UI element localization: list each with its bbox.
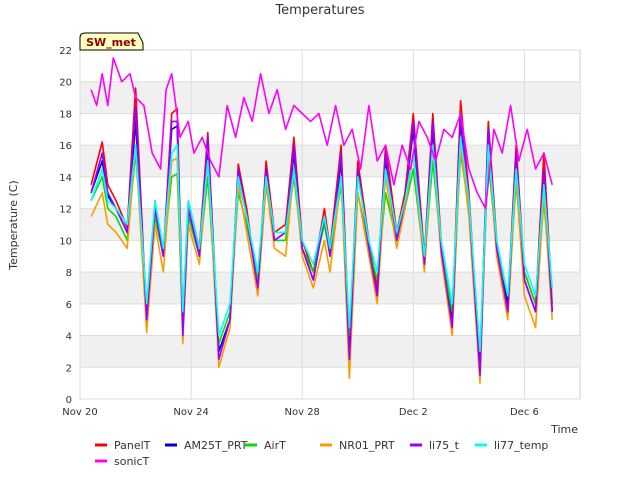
- grid-band: [80, 272, 580, 304]
- y-tick-label: 12: [59, 205, 72, 216]
- y-tick-label: 20: [59, 78, 72, 89]
- y-axis-label: Temperature (C): [7, 180, 20, 270]
- legend-item-NR01_PRT: NR01_PRT: [320, 439, 395, 452]
- grid-band: [80, 335, 580, 368]
- x-tick-label: Nov 20: [62, 407, 97, 418]
- legend-item-PanelT: PanelT: [95, 439, 151, 452]
- legend-label: li77_temp: [494, 439, 548, 452]
- y-tick-label: 14: [59, 173, 72, 184]
- y-tick-label: 10: [59, 236, 72, 247]
- legend-item-AM25T_PRT: AM25T_PRT: [165, 439, 248, 452]
- y-tick-label: 16: [59, 141, 72, 152]
- x-tick-label: Nov 28: [285, 407, 320, 418]
- legend-item-sonicT: sonicT: [95, 455, 150, 468]
- legend-item-li77_temp: li77_temp: [475, 439, 548, 452]
- station-badge: SW_met: [79, 32, 144, 51]
- x-tick-label: Dec 2: [399, 407, 428, 418]
- x-axis-label: Time: [550, 423, 578, 436]
- series-line-li77_temp: [90, 136, 553, 353]
- x-tick-label: Nov 24: [173, 407, 208, 418]
- series-line-li75_t: [90, 104, 553, 376]
- station-badge-label: SW_met: [86, 36, 136, 49]
- y-tick-label: 4: [66, 332, 72, 343]
- legend: PanelT AM25T_PRT AirT NR01_PRT li75_t li77_te…: [95, 439, 548, 468]
- x-tick-label: Dec 6: [510, 407, 539, 418]
- series-layer: [90, 57, 553, 384]
- y-tick-label: 18: [59, 109, 72, 120]
- legend-item-AirT: AirT: [245, 439, 286, 452]
- legend-label: PanelT: [114, 439, 151, 452]
- chart-title: Temperatures: [274, 3, 364, 18]
- y-tick-label: 8: [66, 268, 72, 279]
- y-tick-label: 2: [66, 363, 72, 374]
- y-tick-label: 6: [66, 300, 72, 311]
- station-badge-shape: [79, 32, 144, 51]
- legend-label: NR01_PRT: [339, 439, 395, 452]
- series-line-sonicT: [90, 57, 553, 210]
- legend-label: sonicT: [114, 455, 150, 468]
- y-axis-ticks: 0 2 4 6 8 10 12 14 16 18 20 22: [59, 46, 72, 406]
- x-axis-ticks: Nov 20 Nov 24 Nov 28 Dec 2 Dec 6: [62, 407, 539, 418]
- plot-background: [79, 49, 581, 400]
- grid-band: [80, 145, 580, 177]
- grid-band: [80, 81, 580, 114]
- legend-label: AM25T_PRT: [184, 439, 248, 452]
- legend-item-li75_t: li75_t: [410, 439, 460, 452]
- y-tick-label: 0: [66, 395, 72, 406]
- y-tick-label: 22: [59, 46, 72, 57]
- legend-label: AirT: [264, 439, 286, 452]
- legend-label: li75_t: [429, 439, 460, 452]
